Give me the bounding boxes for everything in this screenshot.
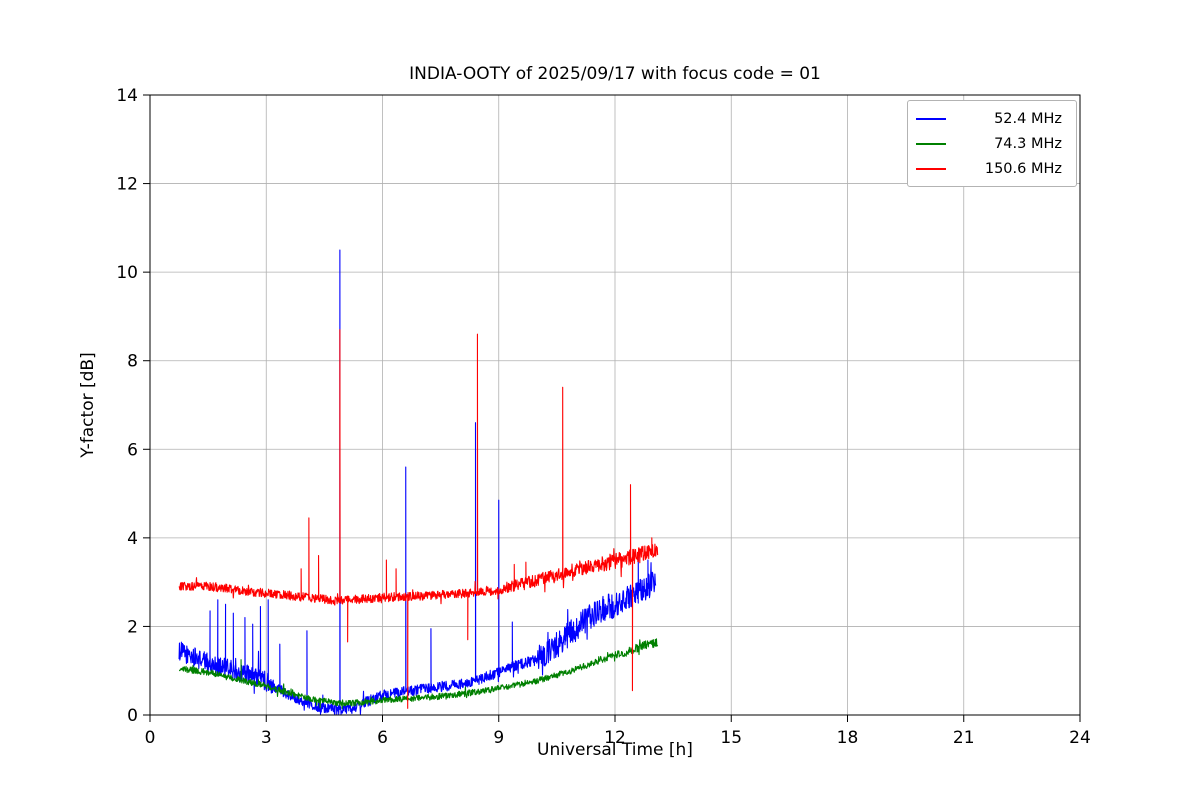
legend-label: 52.4 MHz bbox=[994, 110, 1062, 127]
x-tick-label: 9 bbox=[493, 728, 504, 748]
x-tick-label: 6 bbox=[377, 728, 388, 748]
legend-label: 74.3 MHz bbox=[994, 135, 1062, 152]
y-tick-label: 2 bbox=[127, 617, 138, 637]
series-line-74-3-MHz bbox=[178, 638, 659, 710]
legend-item: 52.4 MHz bbox=[916, 106, 1068, 131]
legend-label: 150.6 MHz bbox=[984, 160, 1062, 177]
legend-line-sample bbox=[916, 117, 946, 120]
y-tick-label: 0 bbox=[127, 706, 138, 726]
x-tick-label: 3 bbox=[261, 728, 272, 748]
legend-line-sample bbox=[916, 167, 946, 170]
x-tick-label: 0 bbox=[145, 728, 156, 748]
x-tick-label: 21 bbox=[953, 728, 975, 748]
x-axis-label: Universal Time [h] bbox=[537, 740, 693, 760]
series-line-150-6-MHz bbox=[178, 329, 659, 709]
y-tick-label: 12 bbox=[116, 175, 138, 195]
x-tick-label: 12 bbox=[604, 728, 626, 748]
y-tick-label: 10 bbox=[116, 263, 138, 283]
y-tick-label: 14 bbox=[116, 86, 138, 106]
chart-title: INDIA-OOTY of 2025/09/17 with focus code… bbox=[409, 64, 821, 84]
y-axis-label: Y-factor [dB] bbox=[78, 352, 98, 458]
x-tick-label: 18 bbox=[837, 728, 859, 748]
y-tick-label: 6 bbox=[127, 440, 138, 460]
x-tick-label: 24 bbox=[1069, 728, 1091, 748]
legend-item: 150.6 MHz bbox=[916, 156, 1068, 181]
x-tick-label: 15 bbox=[720, 728, 742, 748]
legend: 52.4 MHz 74.3 MHz 150.6 MHz bbox=[907, 100, 1077, 187]
y-tick-label: 8 bbox=[127, 352, 138, 372]
legend-line-sample bbox=[916, 142, 946, 145]
legend-item: 74.3 MHz bbox=[916, 131, 1068, 156]
y-tick-label: 4 bbox=[127, 529, 138, 549]
series-line-52-4-MHz bbox=[178, 249, 657, 715]
